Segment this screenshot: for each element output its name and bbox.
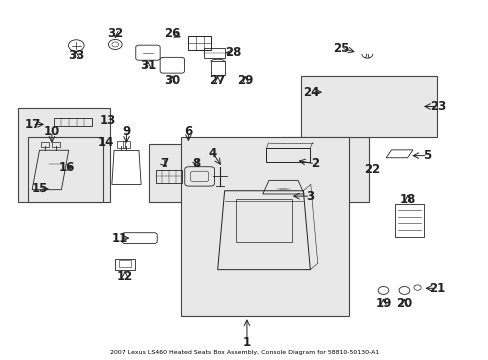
Text: 31: 31 bbox=[140, 59, 156, 72]
Bar bbox=[18, 108, 110, 202]
Text: 4: 4 bbox=[208, 147, 217, 159]
Bar bbox=[51, 142, 60, 148]
Text: 30: 30 bbox=[164, 74, 180, 87]
Text: 9: 9 bbox=[122, 125, 130, 138]
Bar bbox=[122, 141, 130, 148]
Text: 11: 11 bbox=[112, 231, 128, 244]
Text: 18: 18 bbox=[399, 193, 415, 206]
Bar bbox=[54, 118, 92, 126]
Bar bbox=[210, 61, 224, 75]
Text: 16: 16 bbox=[58, 161, 75, 174]
Bar bbox=[187, 36, 211, 50]
Bar bbox=[394, 204, 423, 237]
Text: 10: 10 bbox=[44, 125, 60, 138]
Bar bbox=[27, 137, 103, 202]
Text: 17: 17 bbox=[24, 118, 41, 131]
Bar bbox=[149, 144, 227, 202]
Text: 28: 28 bbox=[225, 46, 242, 59]
Text: 21: 21 bbox=[428, 282, 444, 295]
Text: 8: 8 bbox=[192, 157, 201, 170]
Bar bbox=[41, 142, 49, 148]
Text: 19: 19 bbox=[374, 297, 391, 310]
Bar bbox=[236, 199, 291, 242]
Bar bbox=[115, 258, 135, 270]
Bar bbox=[266, 148, 310, 162]
Text: 5: 5 bbox=[422, 149, 430, 162]
Text: 2007 Lexus LS460 Heated Seats Box Assembly, Console Diagram for 58810-50130-A1: 2007 Lexus LS460 Heated Seats Box Assemb… bbox=[110, 350, 378, 355]
Text: 27: 27 bbox=[209, 74, 225, 87]
Bar bbox=[300, 76, 436, 137]
Text: 23: 23 bbox=[429, 100, 446, 113]
Text: 33: 33 bbox=[68, 49, 84, 62]
Text: 29: 29 bbox=[237, 74, 253, 87]
Text: 13: 13 bbox=[100, 114, 116, 127]
Text: 12: 12 bbox=[117, 270, 133, 283]
Bar bbox=[117, 141, 124, 148]
Text: 15: 15 bbox=[31, 183, 48, 195]
Text: 26: 26 bbox=[164, 27, 180, 40]
Bar bbox=[181, 137, 348, 316]
Text: 1: 1 bbox=[243, 336, 250, 348]
Text: 3: 3 bbox=[305, 190, 314, 203]
Text: 25: 25 bbox=[332, 41, 348, 54]
Text: 20: 20 bbox=[395, 297, 412, 310]
Text: 22: 22 bbox=[364, 163, 380, 176]
Text: 7: 7 bbox=[160, 157, 168, 170]
Bar bbox=[281, 137, 368, 202]
Text: 32: 32 bbox=[107, 27, 123, 40]
Text: 6: 6 bbox=[184, 125, 192, 138]
Text: 14: 14 bbox=[97, 136, 114, 149]
Text: 2: 2 bbox=[310, 157, 319, 170]
Bar bbox=[119, 260, 131, 266]
Text: 24: 24 bbox=[303, 86, 319, 99]
Bar bbox=[203, 48, 224, 58]
Bar bbox=[155, 170, 182, 183]
